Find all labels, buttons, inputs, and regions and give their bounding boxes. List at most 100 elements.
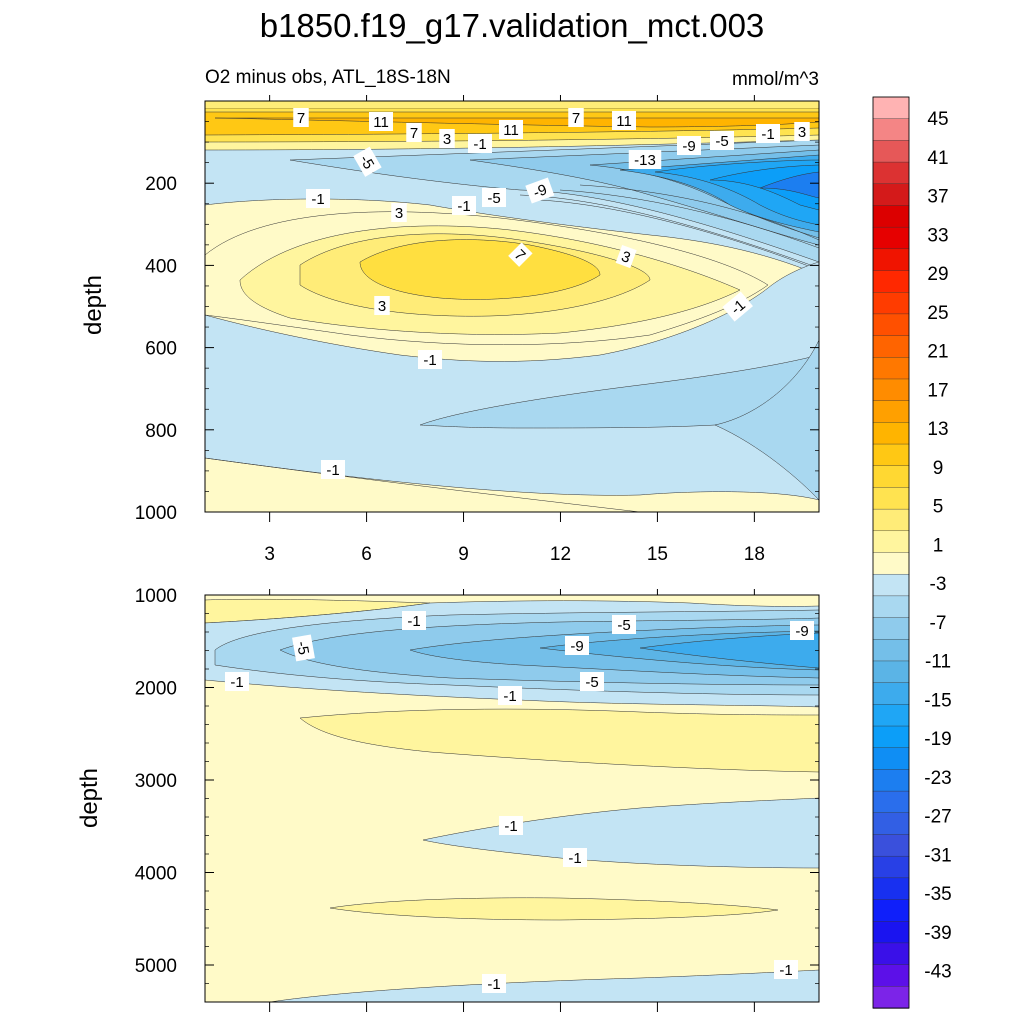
colorbar-swatch — [872, 986, 910, 1009]
contour-label: 7 — [508, 242, 533, 267]
upper-y-tick-label: 1000 — [135, 503, 177, 524]
contour-label-text: 3 — [395, 205, 403, 222]
contour-label-text: 11 — [373, 114, 389, 131]
colorbar-swatch — [872, 639, 910, 662]
colorbar-label: -15 — [924, 690, 951, 711]
contour-label: -13 — [628, 150, 662, 169]
contour-label-box — [677, 136, 701, 155]
colorbar-label: 13 — [927, 419, 948, 440]
contour-label-box — [563, 848, 587, 867]
contour-label-box — [468, 134, 492, 153]
contour-label-text: -1 — [326, 462, 339, 479]
colorbar-swatch — [872, 96, 910, 120]
contour-label-text: -1 — [457, 198, 470, 215]
contour-label: -1 — [402, 611, 426, 630]
contour-label-box — [498, 686, 522, 705]
upper-x-ticks: 3 6 9 12 15 18 — [264, 95, 765, 565]
contour-label-text: 3 — [798, 124, 806, 141]
contour-label: -5 — [710, 131, 734, 150]
contour-label: -1 — [468, 134, 492, 153]
contour-label-text: -1 — [779, 962, 792, 979]
colorbar-swatch — [872, 313, 910, 337]
colorbar-label: 37 — [927, 187, 948, 208]
contour-label-box — [568, 108, 584, 127]
colorbar-label: -35 — [924, 884, 951, 905]
contour-label: -1 — [498, 686, 522, 705]
colorbar-swatch — [872, 248, 910, 272]
contour-label-box — [321, 460, 345, 479]
contour-label-text: -5 — [293, 640, 312, 656]
colorbar-label: 21 — [927, 342, 948, 363]
contour-label: -1 — [756, 124, 780, 143]
upper-y-tick-label: 400 — [145, 256, 177, 277]
colorbar-label: 29 — [927, 264, 948, 285]
contour-label: 11 — [499, 120, 523, 139]
contour-label-box — [774, 960, 798, 979]
lower-neg11 — [639, 632, 819, 669]
contour-label-text: -9 — [682, 138, 695, 155]
colorbar-swatch — [872, 400, 910, 424]
lower-y-ticks: 1000 2000 3000 4000 5000 — [135, 586, 819, 984]
contour-label-text: -9 — [795, 623, 808, 640]
lower-fill — [205, 595, 819, 1002]
contour-label: -1 — [306, 189, 330, 208]
contour-label: -9 — [525, 177, 555, 204]
contour-label: -5 — [580, 672, 604, 691]
contour-label: -1 — [452, 196, 476, 215]
colorbar-swatch — [872, 704, 910, 727]
contour-label-box — [225, 672, 249, 691]
contour-label: 3 — [374, 296, 390, 315]
colorbar-swatch — [872, 161, 910, 185]
contour-label-text: 3 — [378, 298, 386, 315]
colorbar-swatch — [872, 552, 910, 575]
colorbar-swatch — [872, 660, 910, 684]
colorbar-label: -7 — [930, 613, 947, 634]
colorbar-swatch — [872, 183, 910, 207]
contour-label: -1 — [499, 816, 523, 835]
contour-label-text: -1 — [568, 850, 581, 867]
contour-label-text: 3 — [443, 131, 451, 148]
contour-label-box — [508, 242, 533, 267]
contour-label: -5 — [292, 634, 315, 662]
colorbar-label: 5 — [933, 497, 944, 518]
contour-label-text: -5 — [487, 190, 500, 207]
upper-x-tick-label: 9 — [458, 544, 469, 565]
contour-label-box — [722, 291, 753, 322]
contour-label-box — [406, 123, 422, 142]
contour-label-box — [369, 112, 393, 131]
contour-label-box — [353, 146, 382, 177]
contour-label-text: 11 — [616, 113, 632, 130]
colorbar-label: 1 — [933, 535, 944, 556]
upper-neg29-area — [759, 171, 819, 199]
units-label: mmol/m^3 — [732, 69, 819, 90]
contour-label-box — [612, 615, 636, 634]
colorbar-swatch — [872, 855, 910, 879]
colorbar-swatch — [872, 790, 910, 814]
contour-label-box — [580, 672, 604, 691]
colorbar-label: 41 — [927, 148, 948, 169]
contour-label-box — [439, 129, 455, 148]
colorbar-swatch — [872, 573, 910, 597]
upper-y-tick-label: 800 — [145, 421, 177, 442]
contour-label: 3 — [615, 244, 637, 269]
upper-x-tick-label: 3 — [264, 544, 275, 565]
colorbar-swatch — [872, 769, 910, 792]
colorbar-swatch — [872, 682, 910, 706]
contour-label: -9 — [565, 636, 589, 655]
colorbar-swatch — [872, 877, 910, 901]
contour-label-box — [615, 244, 637, 269]
contour-label-box — [710, 131, 734, 150]
colorbar-swatch — [872, 487, 910, 510]
contour-label: -1 — [722, 291, 753, 322]
colorbar-label: -27 — [924, 807, 951, 828]
upper-y-axis-label: depth — [80, 275, 107, 335]
lower-y-tick-label: 4000 — [135, 864, 177, 885]
colorbar-label: -39 — [924, 923, 951, 944]
colorbar-swatch — [872, 335, 910, 358]
colorbar-swatch — [872, 617, 910, 640]
colorbar-label: -23 — [924, 768, 951, 789]
contour-label-text: -9 — [531, 181, 549, 202]
contour-label-text: -13 — [634, 152, 656, 169]
upper-surface-top — [205, 101, 819, 108]
contour-label-box — [525, 177, 555, 204]
